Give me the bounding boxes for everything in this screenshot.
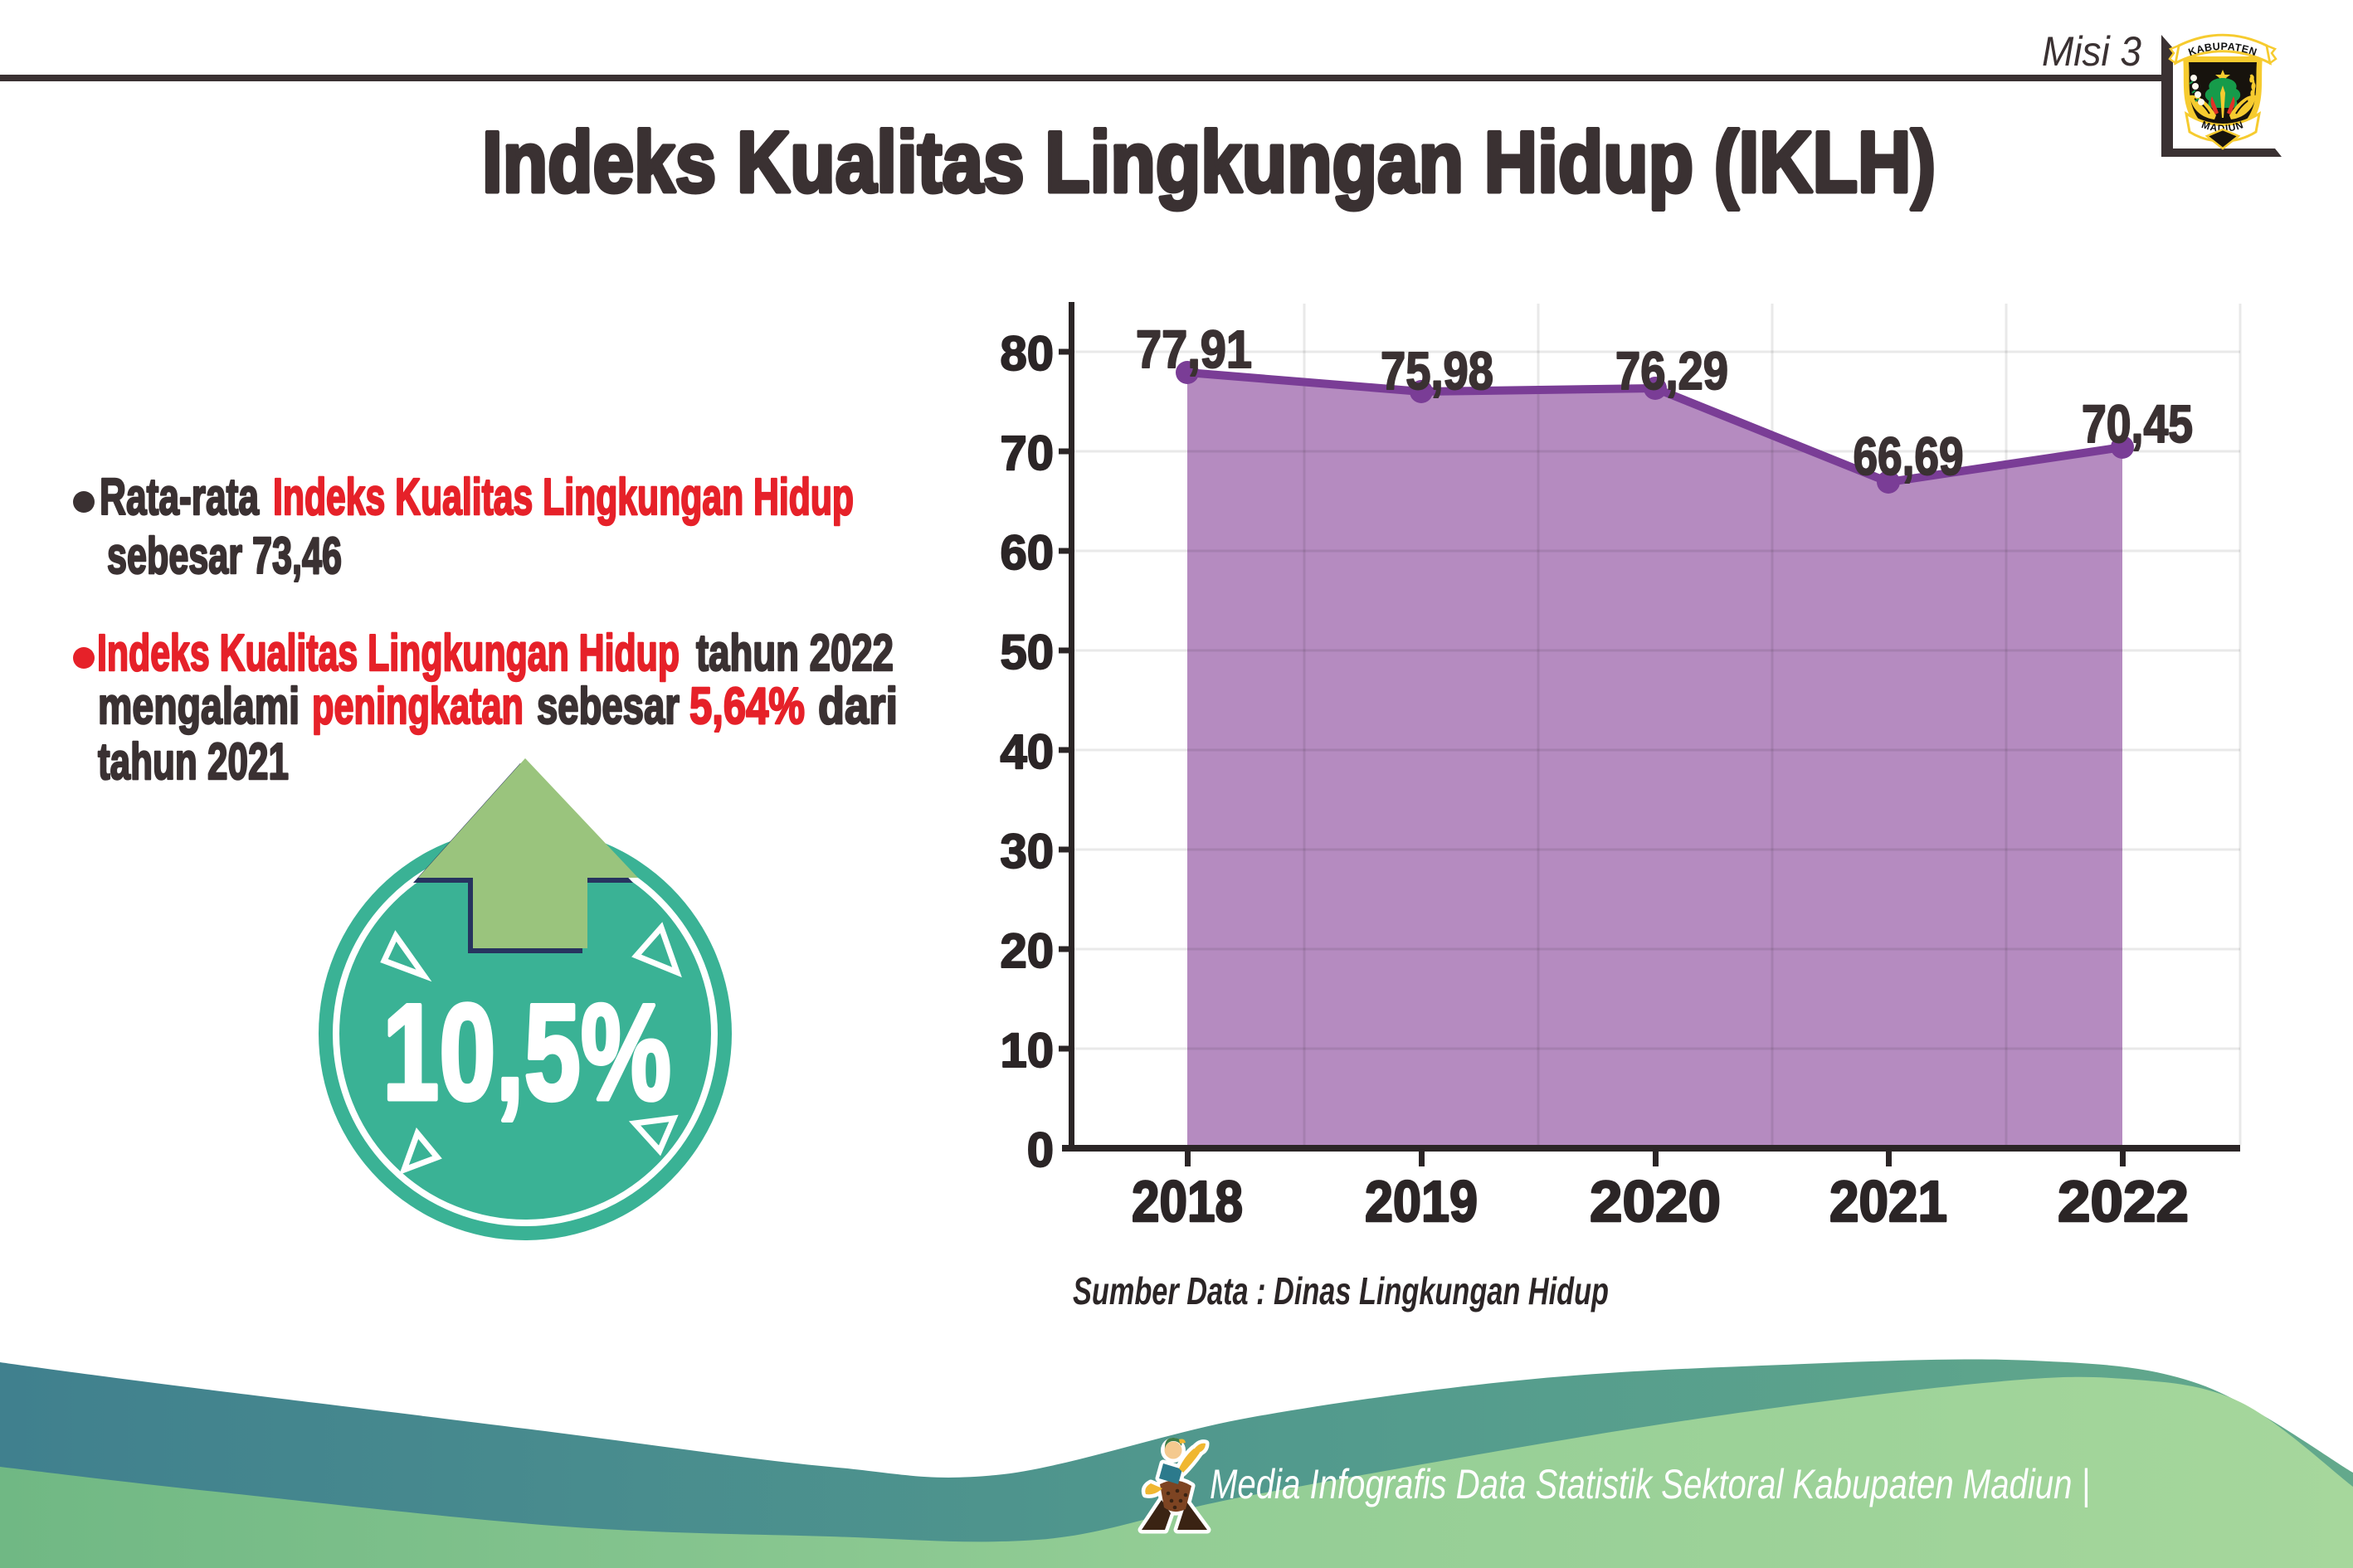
svg-text:10: 10 (1000, 1024, 1054, 1078)
svg-text:75,98: 75,98 (1381, 341, 1493, 401)
svg-text:40: 40 (1000, 725, 1054, 779)
svg-text:Rata-rata: Rata-rata (100, 469, 259, 526)
svg-text:2022: 2022 (2058, 1169, 2189, 1234)
svg-text:Indeks Kualitas Lingkungan Hid: Indeks Kualitas Lingkungan Hidup (97, 625, 680, 682)
svg-text:tahun 2021: tahun 2021 (98, 733, 289, 791)
svg-text:tahun 2022: tahun 2022 (696, 625, 894, 682)
svg-text:MADIUN: MADIUN (2200, 119, 2246, 134)
svg-text:KABUPATEN: KABUPATEN (2187, 41, 2258, 58)
svg-text:5,64%: 5,64% (689, 678, 805, 735)
svg-text:66,69: 66,69 (1854, 426, 1964, 486)
svg-text:60: 60 (1000, 526, 1054, 580)
svg-text:peningkatan: peningkatan (312, 678, 524, 735)
svg-text:10,5%: 10,5% (382, 976, 671, 1128)
svg-text:dari: dari (818, 678, 898, 735)
svg-text:sebesar: sebesar (537, 678, 680, 735)
svg-text:Sumber Data : Dinas Lingkungan: Sumber Data : Dinas Lingkungan Hidup (1073, 1269, 1609, 1312)
svg-text:80: 80 (1000, 327, 1054, 381)
svg-text:70: 70 (1000, 426, 1054, 480)
svg-text:0: 0 (1027, 1123, 1054, 1177)
svg-text:Media Infografis Data Statisti: Media Infografis Data Statistik Sektoral… (1210, 1461, 2090, 1508)
svg-text:76,29: 76,29 (1615, 341, 1728, 401)
svg-text:20: 20 (1000, 924, 1054, 978)
svg-text:sebesar 73,46: sebesar 73,46 (107, 528, 342, 585)
svg-text:50: 50 (1000, 626, 1054, 679)
svg-text:70,45: 70,45 (2082, 394, 2193, 454)
svg-text:2019: 2019 (1365, 1169, 1478, 1234)
svg-text:Indeks Kualitas Lingkungan Hid: Indeks Kualitas Lingkungan Hidup (IKLH) (482, 114, 1936, 211)
svg-text:Indeks Kualitas Lingkungan Hid: Indeks Kualitas Lingkungan Hidup (273, 469, 854, 526)
svg-text:30: 30 (1000, 825, 1054, 879)
svg-text:Misi 3: Misi 3 (2042, 28, 2141, 75)
svg-text:77,91: 77,91 (1136, 319, 1252, 379)
svg-text:2018: 2018 (1132, 1169, 1243, 1234)
svg-text:2020: 2020 (1590, 1169, 1721, 1234)
svg-text:mengalami: mengalami (98, 678, 300, 735)
svg-text:2021: 2021 (1829, 1169, 1947, 1234)
